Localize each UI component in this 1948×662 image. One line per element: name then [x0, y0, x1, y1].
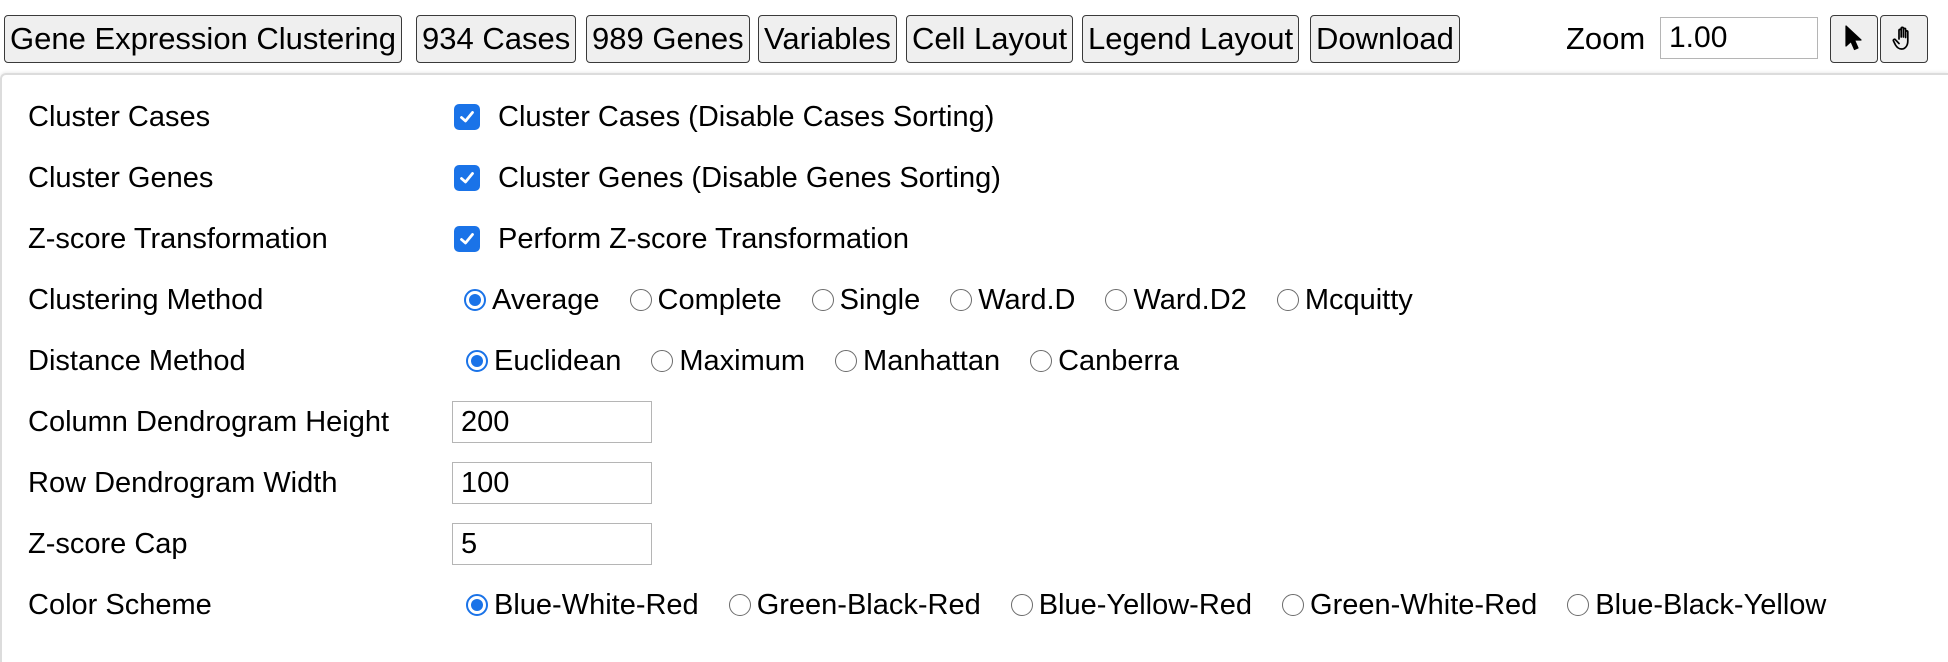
variables-button[interactable]: Variables — [758, 15, 897, 63]
clustering-method-radio-complete[interactable] — [629, 289, 652, 311]
clustering-method-option-ward-d2[interactable]: Ward.D2 — [1099, 283, 1247, 317]
color-scheme-option-green-white-red[interactable]: Green-White-Red — [1276, 589, 1537, 622]
clustering-method-option-label: Ward.D2 — [1133, 283, 1247, 316]
legend-layout-button[interactable]: Legend Layout — [1082, 15, 1300, 63]
distance-method-option-label: Canberra — [1058, 344, 1179, 377]
cases-count-button[interactable]: 934 Cases — [416, 15, 577, 63]
distance-method-option-label: Maximum — [679, 344, 806, 377]
clustering-method-radio-mcquitty[interactable] — [1276, 289, 1299, 311]
zscore-cap-row: Z-score Cap — [28, 522, 1928, 566]
checkmark-icon — [460, 172, 474, 184]
clustering-method-label: Clustering Method — [28, 284, 264, 316]
cluster-cases-checkbox-option[interactable]: Cluster Cases (Disable Cases Sorting) — [450, 101, 994, 134]
select-tool-button[interactable] — [1830, 15, 1878, 63]
checkmark-icon — [460, 233, 474, 245]
distance-method-radio-maximum[interactable] — [651, 350, 674, 372]
toolbar: Gene Expression Clustering 934 Cases 989… — [0, 0, 1948, 74]
pan-hand-icon — [1890, 24, 1918, 55]
distance-method-row: Distance Method Euclidean Maximum Manhat… — [28, 339, 1928, 383]
distance-method-option-manhattan[interactable]: Manhattan — [829, 345, 1000, 378]
cluster-genes-label: Cluster Genes — [28, 162, 214, 194]
color-scheme-radio-green-white-red[interactable] — [1282, 594, 1305, 616]
clustering-method-radio-ward-d2[interactable] — [1105, 289, 1128, 311]
cluster-cases-checkbox-label: Cluster Cases (Disable Cases Sorting) — [498, 100, 995, 133]
cluster-cases-checkbox[interactable] — [454, 104, 480, 130]
zscore-transformation-checkbox[interactable] — [454, 226, 480, 252]
color-scheme-row: Color Scheme Blue-White-Red Green-Black-… — [28, 583, 1928, 627]
clustering-method-option-label: Ward.D — [978, 283, 1076, 316]
distance-method-option-label: Manhattan — [863, 344, 1001, 377]
cluster-genes-checkbox-label: Cluster Genes (Disable Genes Sorting) — [498, 161, 1001, 194]
color-scheme-radio-blue-white-red[interactable] — [466, 594, 488, 616]
column-dendrogram-height-input[interactable] — [452, 401, 652, 443]
color-scheme-option-label: Blue-Yellow-Red — [1038, 588, 1253, 621]
zscore-transformation-checkbox-label: Perform Z-score Transformation — [498, 222, 909, 255]
color-scheme-option-green-black-red[interactable]: Green-Black-Red — [723, 589, 981, 622]
zscore-transformation-checkbox-option[interactable]: Perform Z-score Transformation — [450, 223, 909, 256]
distance-method-radio-euclidean[interactable] — [466, 350, 488, 372]
row-dendrogram-width-row: Row Dendrogram Width — [28, 461, 1928, 505]
clustering-method-radio-average[interactable] — [464, 289, 486, 311]
distance-method-option-euclidean[interactable]: Euclidean — [460, 345, 621, 378]
clustering-method-row: Clustering Method Average Complete Singl… — [28, 278, 1928, 322]
clustering-method-option-ward-d[interactable]: Ward.D — [944, 284, 1075, 317]
settings-panel: Cluster Cases Cluster Cases (Disable Cas… — [0, 73, 1948, 662]
download-button[interactable]: Download — [1310, 15, 1460, 63]
row-dendrogram-width-label: Row Dendrogram Width — [28, 467, 338, 499]
distance-method-option-maximum[interactable]: Maximum — [645, 345, 805, 378]
color-scheme-label: Color Scheme — [28, 589, 212, 621]
clustering-method-option-average[interactable]: Average — [458, 284, 600, 317]
clustering-method-option-single[interactable]: Single — [806, 283, 921, 317]
distance-method-label: Distance Method — [28, 345, 246, 377]
clustering-method-radio-ward-d[interactable] — [950, 289, 973, 311]
cluster-genes-checkbox[interactable] — [454, 165, 480, 191]
zscore-transformation-label: Z-score Transformation — [28, 223, 328, 255]
distance-method-radio-canberra[interactable] — [1030, 350, 1053, 372]
row-dendrogram-width-input[interactable] — [452, 462, 652, 504]
color-scheme-option-blue-yellow-red[interactable]: Blue-Yellow-Red — [1005, 589, 1252, 622]
color-scheme-radio-blue-yellow-red[interactable] — [1010, 594, 1033, 616]
clustering-method-option-label: Single — [839, 283, 921, 316]
color-scheme-radio-green-black-red[interactable] — [728, 594, 751, 616]
distance-method-option-label: Euclidean — [494, 344, 622, 377]
genes-count-button[interactable]: 989 Genes — [586, 15, 750, 63]
clustering-method-option-label: Average — [492, 283, 600, 316]
column-dendrogram-height-row: Column Dendrogram Height — [28, 400, 1928, 444]
color-scheme-option-blue-black-yellow[interactable]: Blue-Black-Yellow — [1561, 589, 1826, 622]
arrow-cursor-icon — [1843, 24, 1865, 54]
clustering-method-option-mcquitty[interactable]: Mcquitty — [1271, 284, 1413, 317]
cluster-genes-checkbox-option[interactable]: Cluster Genes (Disable Genes Sorting) — [450, 162, 1001, 195]
cluster-genes-row: Cluster Genes Cluster Genes (Disable Gen… — [28, 156, 1928, 200]
zscore-cap-label: Z-score Cap — [28, 528, 188, 560]
clustering-method-radio-single[interactable] — [811, 289, 834, 311]
gene-expression-clustering-button[interactable]: Gene Expression Clustering — [4, 15, 402, 63]
distance-method-option-canberra[interactable]: Canberra — [1024, 345, 1179, 378]
zoom-input[interactable] — [1660, 17, 1818, 59]
zoom-label: Zoom — [1566, 21, 1646, 56]
cluster-cases-label: Cluster Cases — [28, 101, 211, 133]
color-scheme-option-blue-white-red[interactable]: Blue-White-Red — [460, 589, 699, 622]
color-scheme-option-label: Green-White-Red — [1310, 588, 1538, 621]
color-scheme-option-label: Blue-White-Red — [494, 588, 699, 621]
color-scheme-option-label: Green-Black-Red — [756, 588, 981, 621]
distance-method-radio-manhattan[interactable] — [835, 350, 858, 372]
column-dendrogram-height-label: Column Dendrogram Height — [28, 406, 390, 438]
color-scheme-option-label: Blue-Black-Yellow — [1595, 588, 1827, 621]
cluster-cases-row: Cluster Cases Cluster Cases (Disable Cas… — [28, 95, 1928, 139]
clustering-method-option-label: Complete — [657, 283, 782, 316]
zscore-transformation-row: Z-score Transformation Perform Z-score T… — [28, 217, 1928, 261]
clustering-method-option-label: Mcquitty — [1304, 283, 1413, 316]
color-scheme-radio-blue-black-yellow[interactable] — [1567, 594, 1590, 616]
checkmark-icon — [460, 111, 474, 123]
zscore-cap-input[interactable] — [452, 523, 652, 565]
pan-tool-button[interactable] — [1880, 15, 1928, 63]
cell-layout-button[interactable]: Cell Layout — [906, 15, 1074, 63]
clustering-method-option-complete[interactable]: Complete — [624, 284, 782, 317]
